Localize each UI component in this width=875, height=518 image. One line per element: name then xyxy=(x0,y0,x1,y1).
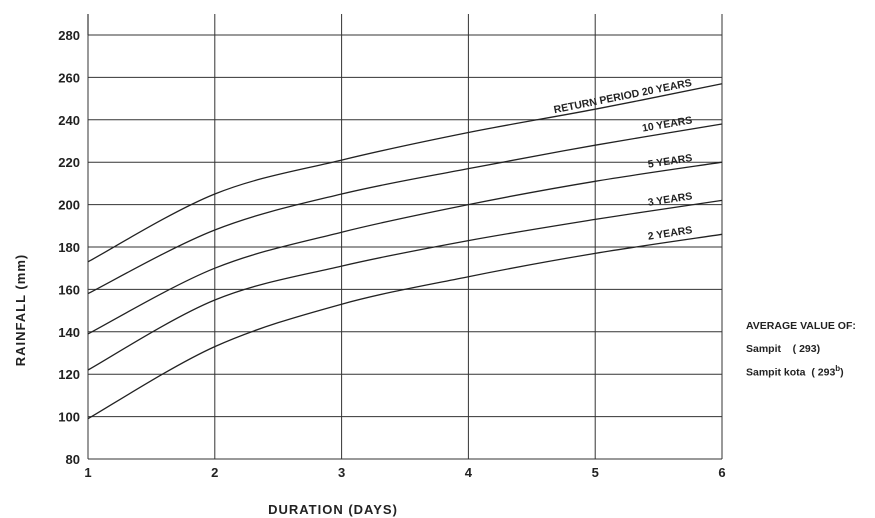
note-station-2: Sampit kota ( 293b) xyxy=(746,364,844,379)
y-tick-label: 260 xyxy=(58,70,80,85)
curve-line xyxy=(87,123,723,295)
y-axis-title: RAINFALL (mm) xyxy=(13,254,28,366)
y-tick-label: 100 xyxy=(58,410,80,425)
grid-lines xyxy=(87,14,723,460)
curve-line xyxy=(87,199,723,371)
x-axis-title: DURATION (DAYS) xyxy=(268,502,398,517)
x-tick-label: 5 xyxy=(592,465,599,480)
note-station-2-close: ) xyxy=(840,366,844,379)
curve-line xyxy=(87,233,723,420)
y-tick-label: 240 xyxy=(58,113,80,128)
curve-label: RETURN PERIOD 20 YEARS xyxy=(553,77,693,116)
y-tick-label: 160 xyxy=(58,282,80,297)
y-tick-label: 120 xyxy=(58,367,80,382)
curves xyxy=(87,83,723,420)
note-heading: AVERAGE VALUE OF: xyxy=(746,320,856,332)
curve-label: 10 YEARS xyxy=(641,114,693,134)
y-tick-label: 80 xyxy=(66,452,80,467)
y-tick-label: 220 xyxy=(58,155,80,170)
x-tick-label: 4 xyxy=(465,465,473,480)
note-station-1: Sampit ( 293) xyxy=(746,343,821,355)
curve-line xyxy=(87,161,723,335)
curve-line xyxy=(87,83,723,263)
y-tick-label: 140 xyxy=(58,325,80,340)
x-tick-label: 2 xyxy=(211,465,218,480)
y-tick-label: 280 xyxy=(58,28,80,43)
x-tick-label: 6 xyxy=(718,465,725,480)
x-tick-label: 1 xyxy=(84,465,91,480)
x-tick-label: 3 xyxy=(338,465,345,480)
y-tick-label: 200 xyxy=(58,198,80,213)
y-tick-label: 180 xyxy=(58,240,80,255)
note-station-2-text: Sampit kota ( 293 xyxy=(746,366,836,379)
note-station-2-superscript: b xyxy=(835,364,841,373)
tick-labels: 80 100 120 140 160 180 200 220 240 260 280 1 2 3 4 5 6 xyxy=(58,28,725,480)
